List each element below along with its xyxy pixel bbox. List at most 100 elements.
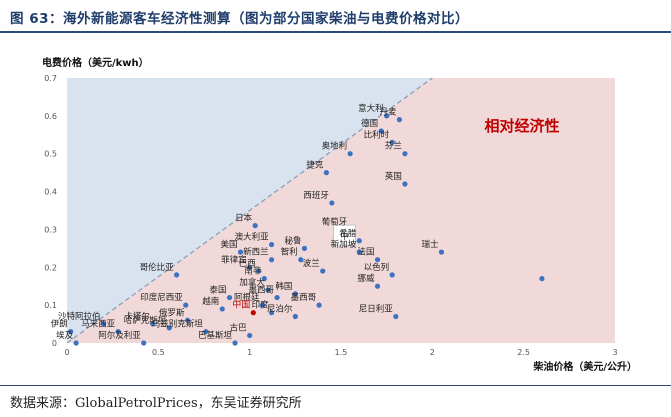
- data-point: [250, 310, 256, 316]
- point-label: 马来西亚: [81, 320, 116, 330]
- x-tick-label: 2.5: [517, 348, 530, 357]
- data-point: [100, 321, 107, 327]
- data-point: [219, 306, 225, 312]
- point-label: 挪威: [358, 273, 376, 284]
- data-source: 数据来源：GlobalPetrolPrices，东吴证券研究所: [10, 396, 302, 411]
- data-point: [347, 151, 353, 157]
- data-point: [184, 317, 191, 323]
- data-point: [256, 268, 262, 274]
- y-tick-label: 0.5: [44, 150, 57, 159]
- y-tick-label: 0.6: [44, 112, 57, 121]
- point-label: 希腊: [339, 228, 357, 239]
- point-label: 奥地利: [322, 141, 348, 152]
- data-point: [292, 313, 298, 320]
- data-point: [174, 272, 180, 278]
- point-label: 哥伦比亚: [140, 262, 175, 273]
- data-point: [438, 249, 445, 255]
- point-label: 古巴: [230, 322, 248, 333]
- point-label: 尼日利亚: [359, 304, 394, 315]
- point-label: 捷克: [306, 160, 324, 171]
- point-label: 巴基斯坦: [198, 330, 233, 341]
- point-label: 丹麦: [379, 107, 397, 118]
- data-point: [274, 294, 280, 301]
- point-label: 智利: [281, 247, 298, 258]
- chart-regions: [66, 77, 615, 344]
- data-point: [268, 310, 275, 316]
- point-label: 以色列: [364, 262, 390, 273]
- data-point: [384, 113, 390, 119]
- data-point: [268, 257, 275, 263]
- y-tick-label: 0.3: [44, 225, 57, 234]
- x-tick-label: 0: [64, 348, 69, 357]
- top-rule: [0, 31, 671, 33]
- data-point: [268, 241, 275, 248]
- data-point: [393, 313, 399, 320]
- data-point: [323, 170, 329, 176]
- y-tick-label: 0.7: [44, 74, 57, 83]
- data-point: [166, 325, 172, 331]
- data-point: [389, 272, 395, 278]
- data-point: [389, 139, 395, 145]
- point-label: 新加坡: [331, 239, 357, 250]
- data-point: [292, 291, 298, 297]
- data-point: [141, 340, 147, 346]
- data-point: [301, 245, 308, 251]
- data-point: [247, 264, 253, 270]
- bottom-rule: [0, 385, 671, 386]
- data-point: [247, 332, 253, 339]
- data-point: [265, 287, 271, 293]
- data-point: [226, 294, 233, 301]
- chart-axes: 0 0.5 1 1.5 2 2.5 3 0 0.1 0.2 0.3 0.4 0.5 0.6 0.7 电费价格（…: [42, 56, 637, 373]
- point-label: 乌兹别克斯坦: [152, 319, 204, 330]
- point-label: 英国: [385, 171, 402, 182]
- data-point: [261, 276, 267, 282]
- x-tick-label: 1: [247, 348, 252, 357]
- data-point: [356, 238, 362, 244]
- x-tick-label: 1.5: [335, 348, 348, 357]
- x-tick-label: 0.5: [152, 348, 165, 357]
- zoom-box: [333, 224, 357, 246]
- data-point: [298, 257, 304, 263]
- y-tick-label: 0.2: [44, 263, 57, 272]
- region-label: 相对经济性: [484, 117, 559, 135]
- data-point: [252, 223, 258, 229]
- y-tick-label: 0: [52, 339, 57, 348]
- data-point: [316, 302, 322, 308]
- point-label: 埃及: [56, 330, 74, 341]
- point-label: 阿尔及利亚: [98, 330, 141, 341]
- point-label: 秘鲁: [284, 235, 301, 246]
- point-label: 葡萄牙: [322, 216, 348, 227]
- zoom-box-text: 中: [340, 231, 349, 242]
- title-bar: 图 63：海外新能源客车经济性测算（图为部分国家柴油与电费价格对比）: [0, 0, 671, 30]
- point-label: 澳大利亚: [235, 232, 270, 243]
- chart-marks: [68, 113, 545, 346]
- point-label: 墨西哥: [249, 286, 275, 296]
- point-label: 芬兰: [385, 141, 402, 152]
- point-label: 卡塔尔: [124, 311, 150, 322]
- point-label: 伊朗: [51, 319, 68, 330]
- data-point: [203, 329, 209, 335]
- lower-region: [67, 78, 615, 343]
- point-label: 印度尼西亚: [140, 292, 183, 303]
- y-axis-title: 电费价格（美元/kwh）: [42, 56, 149, 69]
- point-label: 墨西哥: [291, 293, 317, 303]
- point-label: 德国: [361, 118, 378, 129]
- x-tick-label: 3: [612, 348, 617, 357]
- point-label: 新西兰: [243, 247, 269, 258]
- divider-line: [66, 77, 433, 344]
- data-point: [320, 268, 326, 274]
- point-label: 南非: [244, 266, 262, 277]
- y-tick-label: 0.1: [44, 301, 57, 310]
- point-label: 俄罗斯: [159, 307, 185, 318]
- point-label: 中国: [232, 299, 250, 311]
- point-label: 比利时: [364, 129, 390, 140]
- point-label: 法国: [358, 247, 375, 258]
- scatter-chart: 0 0.5 1 1.5 2 2.5 3 0 0.1 0.2 0.3 0.4 0.5 0.6 0.7 电费价格（…: [42, 56, 637, 373]
- point-label: 泰国: [210, 285, 227, 296]
- data-point: [396, 117, 403, 123]
- point-label: 加拿大: [239, 277, 265, 288]
- data-point: [378, 128, 384, 134]
- point-label: 哈萨克斯坦: [124, 315, 167, 326]
- point-label: 波兰: [303, 258, 320, 269]
